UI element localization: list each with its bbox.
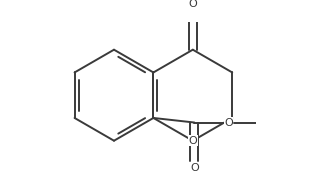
Text: O: O [189, 136, 197, 146]
Text: O: O [224, 118, 233, 128]
Text: O: O [190, 163, 199, 173]
Text: O: O [189, 0, 197, 9]
